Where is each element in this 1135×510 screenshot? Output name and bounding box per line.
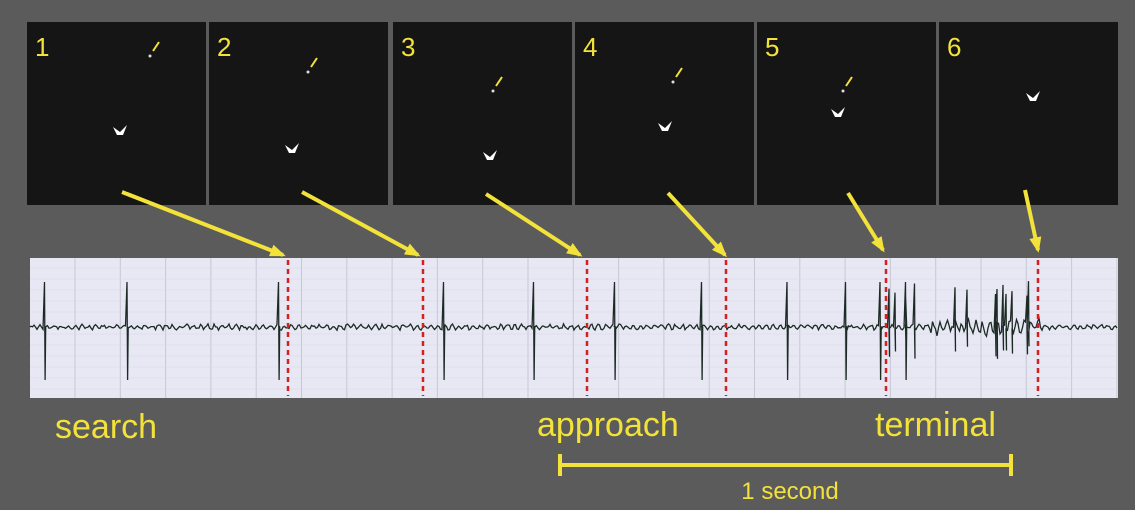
- insect-arrow: [675, 67, 683, 78]
- arrow-shaft: [121, 190, 284, 257]
- arrow-shaft: [666, 191, 727, 257]
- insect-arrow: [845, 76, 853, 87]
- bat: [483, 150, 497, 160]
- arrow-shaft: [301, 190, 419, 257]
- frame-number: 3: [401, 32, 415, 62]
- frame-number: 4: [583, 32, 597, 62]
- frame: [939, 22, 1118, 205]
- phase-label: search: [55, 408, 157, 446]
- arrows: [121, 189, 1042, 258]
- bat: [1026, 91, 1040, 101]
- frame: [575, 22, 754, 205]
- frame: [27, 22, 206, 205]
- arrow-head: [566, 243, 583, 257]
- frame: [393, 22, 572, 205]
- arrow-head: [404, 243, 421, 257]
- scale-bar: [558, 454, 1013, 476]
- bat: [285, 143, 299, 153]
- frame-number: 1: [35, 32, 49, 62]
- insect: [491, 89, 495, 93]
- frame-markers: [286, 260, 1040, 396]
- insect: [671, 80, 675, 84]
- scale-label: 1 second: [741, 478, 838, 505]
- bat: [831, 107, 845, 117]
- insect-arrow: [152, 41, 160, 52]
- phase-label: terminal: [875, 406, 996, 444]
- phase-label: approach: [537, 406, 679, 444]
- insect: [148, 54, 152, 58]
- frame: [209, 22, 388, 205]
- insect-arrow: [310, 57, 318, 68]
- frame-number: 5: [765, 32, 779, 62]
- frame: [757, 22, 936, 205]
- bat: [113, 125, 127, 135]
- frame-number: 6: [947, 32, 961, 62]
- video-frames: 1 2 3 4 5 6: [27, 22, 1118, 205]
- waveform: [29, 281, 1118, 381]
- arrow-head: [1029, 236, 1042, 253]
- arrow-head: [871, 236, 885, 253]
- insect: [841, 89, 845, 93]
- arrow-head: [711, 241, 728, 258]
- frame-number: 2: [217, 32, 231, 62]
- bat: [658, 121, 672, 131]
- arrow-head: [269, 244, 286, 257]
- insect-arrow: [495, 76, 503, 87]
- arrow-shaft: [484, 192, 582, 257]
- insect: [306, 70, 310, 74]
